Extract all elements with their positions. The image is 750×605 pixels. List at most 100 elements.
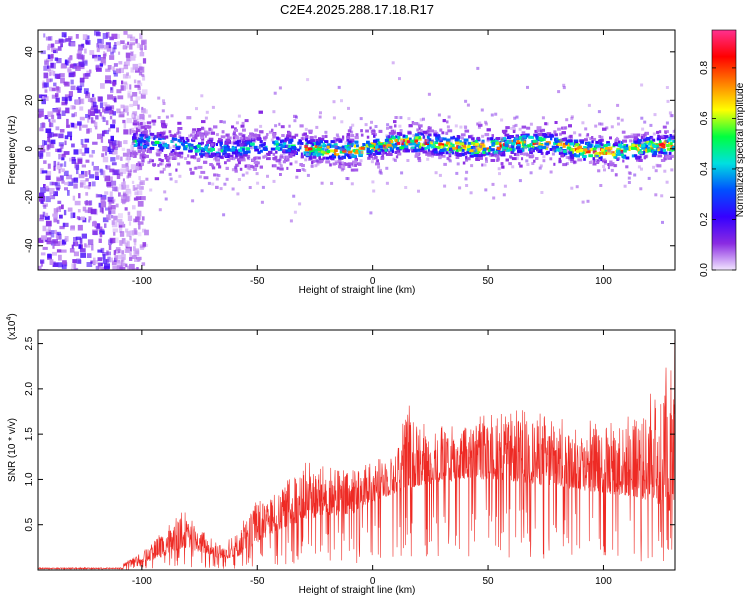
heatmap-cell	[315, 142, 321, 146]
heatmap-cell	[387, 141, 391, 144]
heatmap-cell	[145, 140, 149, 144]
heatmap-cell	[107, 94, 113, 100]
heatmap-cell	[238, 132, 243, 136]
heatmap-cell	[137, 163, 143, 167]
heatmap-cell	[61, 180, 65, 184]
heatmap-cell	[531, 140, 534, 144]
heatmap-cell	[94, 56, 101, 62]
heatmap-cell	[458, 186, 462, 190]
heatmap-cell	[119, 231, 125, 237]
heatmap-cell	[120, 85, 126, 91]
heatmap-cell	[346, 148, 350, 151]
heatmap-cell	[53, 160, 57, 167]
heatmap-cell	[641, 136, 645, 139]
heatmap-cell	[242, 156, 246, 160]
heatmap-cell	[113, 63, 118, 67]
heatmap-cell	[457, 145, 461, 149]
heatmap-cell	[76, 216, 80, 220]
heatmap-cell	[606, 141, 610, 145]
heatmap-cell	[73, 251, 79, 257]
heatmap-cell	[120, 104, 125, 109]
heatmap-cell	[130, 95, 133, 102]
heatmap-cell	[214, 155, 218, 159]
heatmap-cell	[558, 157, 561, 161]
heatmap-cell	[47, 144, 51, 150]
heatmap-cell	[410, 139, 415, 143]
heatmap-cell	[167, 164, 171, 168]
heatmap-cell	[134, 84, 140, 88]
heatmap-cell	[597, 169, 601, 173]
heatmap-cell	[573, 131, 577, 135]
heatmap-cell	[51, 47, 56, 53]
heatmap-cell	[511, 142, 516, 146]
heatmap-cell	[106, 165, 111, 170]
heatmap-cell	[657, 134, 660, 138]
heatmap-cell	[130, 164, 137, 170]
heatmap-cell	[461, 153, 465, 157]
heatmap-cell	[510, 145, 515, 149]
heatmap-cell	[206, 143, 209, 147]
heatmap-cell	[470, 152, 475, 156]
heatmap-cell	[73, 237, 78, 242]
heatmap-cell	[595, 140, 600, 144]
heatmap-cell	[147, 147, 153, 151]
heatmap-cell	[221, 149, 226, 153]
heatmap-cell	[45, 196, 51, 203]
heatmap-cell	[149, 188, 153, 192]
heatmap-cell	[138, 90, 142, 95]
heatmap-cell	[63, 39, 67, 43]
heatmap-cell	[375, 138, 380, 142]
heatmap-cell	[662, 145, 666, 148]
heatmap-cell	[355, 133, 359, 137]
heatmap-cell	[417, 189, 420, 193]
heatmap-cell	[401, 142, 404, 145]
heatmap-cell	[394, 124, 397, 128]
heatmap-cell	[79, 81, 85, 87]
heatmap-cell	[468, 157, 471, 161]
heatmap-cell	[278, 157, 282, 161]
heatmap-cell	[203, 176, 209, 180]
heatmap-cell	[123, 64, 129, 70]
heatmap-cell	[258, 110, 263, 114]
heatmap-cell	[253, 156, 257, 160]
heatmap-cell	[118, 192, 121, 197]
heatmap-cell	[414, 139, 417, 143]
heatmap-cell	[77, 88, 82, 93]
heatmap-cell	[114, 42, 117, 46]
heatmap-cell	[117, 41, 121, 46]
heatmap-cell	[410, 147, 413, 151]
heatmap-cell	[353, 144, 356, 148]
heatmap-cell	[503, 148, 507, 152]
heatmap-cell	[54, 229, 57, 235]
heatmap-cell	[319, 158, 324, 162]
heatmap-cell	[102, 146, 108, 152]
heatmap-cell	[275, 142, 279, 146]
heatmap-cell	[51, 181, 58, 186]
heatmap-cell	[39, 214, 44, 220]
heatmap-cell	[513, 116, 517, 120]
heatmap-cell	[72, 212, 76, 218]
heatmap-cell	[121, 194, 127, 201]
heatmap-cell	[104, 80, 111, 84]
heatmap-cell	[640, 167, 643, 171]
heatmap-cell	[234, 127, 237, 131]
heatmap-frame	[37, 29, 676, 271]
heatmap-cell	[381, 154, 384, 158]
heatmap-cell	[538, 146, 541, 150]
heatmap-cell	[170, 150, 173, 154]
heatmap-cell	[354, 144, 359, 148]
heatmap-cell	[435, 152, 440, 156]
heatmap-cell	[250, 142, 255, 146]
heatmap-cell	[287, 158, 290, 162]
heatmap-cell	[84, 138, 90, 143]
heatmap-cell	[660, 194, 664, 198]
heatmap-cell	[253, 133, 257, 137]
heatmap-cell	[104, 175, 111, 182]
heatmap-cell	[220, 135, 226, 139]
heatmap-cell	[466, 103, 470, 107]
heatmap-cell	[109, 176, 113, 182]
heatmap-cell	[136, 152, 139, 156]
heatmap-cell	[83, 60, 88, 66]
heatmap-cell	[275, 150, 278, 154]
heatmap-cell	[57, 113, 62, 120]
